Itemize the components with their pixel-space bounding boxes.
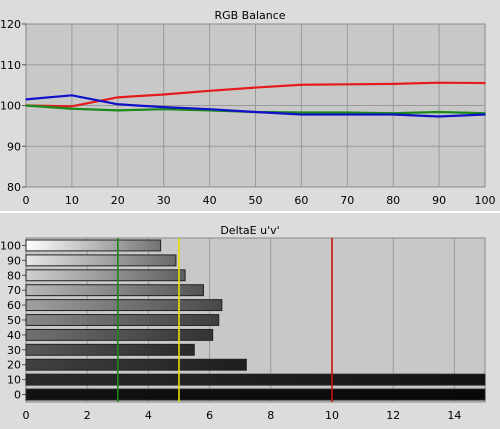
chart-1-data-point [300, 111, 303, 114]
chart-1-x-tick-label: 10 [65, 194, 79, 207]
chart-1-data-point [392, 113, 395, 116]
chart-2-category-label: 10 [7, 374, 21, 387]
chart-1-x-tick-label: 70 [340, 194, 354, 207]
panel-divider [0, 211, 500, 213]
chart-2-category-label: 80 [7, 269, 21, 282]
chart-1-y-tick-label: 110 [0, 59, 21, 72]
chart-1-data-point [346, 83, 349, 86]
chart-2-category-label: 20 [7, 359, 21, 372]
chart-2-bar-10 [25, 373, 486, 386]
chart-1-x-tick-label: 30 [157, 194, 171, 207]
chart-1-data-point [208, 108, 211, 110]
chart-1-data-point [25, 98, 27, 101]
chart-2-bar-20 [25, 358, 247, 371]
chart-1-x-tick-label: 50 [249, 194, 263, 207]
chart-1-data-point [484, 113, 486, 116]
chart-2-x-tick-label: 12 [386, 409, 400, 422]
chart-2-bar-60 [25, 299, 223, 312]
chart-1-data-point [438, 81, 440, 84]
chart-1-y-tick-label: 120 [0, 18, 21, 31]
chart-1-data-point [254, 86, 257, 89]
chart-1-data-point [71, 107, 73, 110]
chart-1-x-tick-label: 40 [203, 194, 217, 207]
chart-1-title: RGB Balance [214, 9, 285, 22]
chart-2-x-tick-label: 14 [447, 409, 461, 422]
chart-1-data-point [162, 93, 165, 96]
chart-1-data-point [208, 90, 211, 92]
chart-1-data-point [300, 113, 303, 116]
chart-2-bar-70 [25, 284, 204, 297]
chart-2-category-label: 60 [7, 299, 21, 312]
chart-2-x-tick-label: 4 [145, 409, 152, 422]
chart-1-data-point [117, 96, 119, 99]
chart-2-x-tick-label: 8 [267, 409, 274, 422]
chart-1-data-point [71, 105, 73, 108]
chart-1-data-point [392, 83, 395, 85]
chart-1-data-point [254, 111, 257, 113]
chart-1-data-point [438, 115, 440, 118]
chart-1-y-tick-label: 80 [7, 181, 21, 194]
chart-1-y-tick-label: 90 [7, 140, 21, 153]
chart-1-data-point [162, 108, 165, 110]
chart-1-data-point [117, 103, 119, 106]
chart-2-bar-50 [25, 314, 220, 326]
chart-2-bar-0 [25, 388, 486, 401]
chart-2-category-label: 30 [7, 344, 21, 357]
chart-2-category-label: 50 [7, 314, 21, 327]
chart-1-data-point [117, 109, 119, 112]
chart-2-title: DeltaE u'v' [220, 224, 279, 237]
chart-2-bar-90 [25, 254, 177, 267]
chart-1-data-point [484, 82, 486, 84]
chart-2-category-label: 0 [14, 389, 21, 402]
chart-1-data-point [346, 113, 349, 116]
chart-1-y-tick-label: 100 [0, 100, 21, 113]
chart-2-bar-30 [25, 343, 195, 356]
chart-1-x-tick-label: 60 [294, 194, 308, 207]
chart-2-bar-100 [25, 239, 162, 252]
chart-1-data-point [346, 111, 349, 114]
chart-1-x-tick-label: 100 [475, 194, 496, 207]
chart-2-category-label: 90 [7, 254, 21, 267]
chart-2-x-tick-label: 6 [206, 409, 213, 422]
chart-2-x-tick-label: 0 [23, 409, 30, 422]
chart-1-x-tick-label: 0 [23, 194, 30, 207]
chart-1-x-tick-label: 80 [386, 194, 400, 207]
chart-1-data-point [71, 94, 73, 97]
chart-1-x-tick-label: 20 [111, 194, 125, 207]
chart-1-data-point [300, 83, 303, 86]
chart-2-category-label: 70 [7, 284, 21, 297]
chart-2-bar-40 [25, 328, 214, 341]
chart-2-x-tick-label: 2 [84, 409, 91, 422]
chart-2-bar-80 [25, 269, 186, 282]
chart-2-category-label: 100 [0, 239, 21, 252]
chart-1-x-tick-label: 90 [432, 194, 446, 207]
chart-1-data-point [438, 111, 440, 113]
chart-1-data-point [162, 106, 165, 108]
chart-2-x-tick-label: 10 [325, 409, 339, 422]
chart-1-data-point [25, 104, 27, 107]
chart-2-category-label: 40 [7, 329, 21, 342]
